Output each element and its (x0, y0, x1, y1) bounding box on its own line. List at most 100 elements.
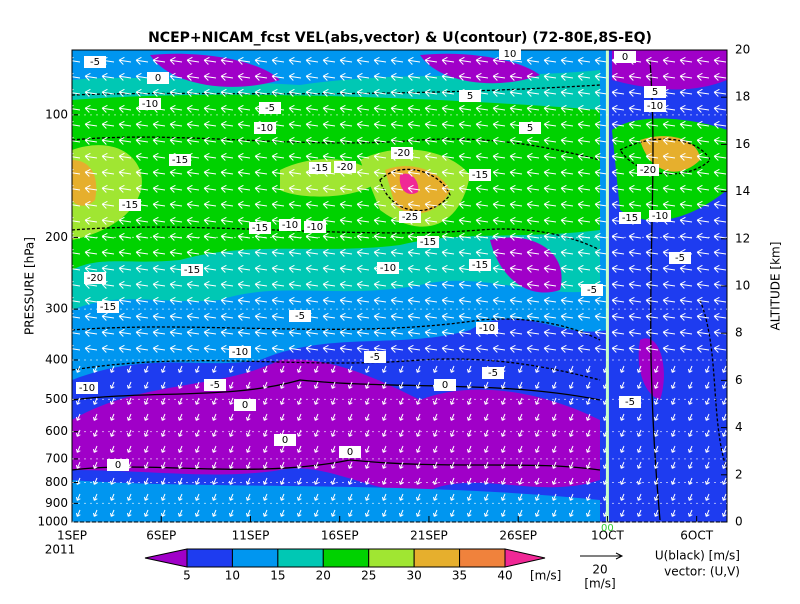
contour-label-bg (84, 272, 106, 284)
contour-label: 0 (155, 73, 161, 84)
vector (228, 493, 234, 501)
vector (483, 493, 489, 501)
vector (475, 72, 489, 81)
vector (254, 136, 268, 145)
vector (407, 312, 421, 321)
vector (432, 365, 438, 373)
vector (237, 200, 251, 209)
vector (373, 136, 387, 145)
vector (560, 344, 574, 353)
vector (288, 344, 302, 353)
vector (220, 328, 234, 337)
vector (203, 72, 217, 81)
contour-label-bg (139, 98, 161, 110)
vector (169, 312, 183, 321)
vector (577, 56, 591, 65)
vector (364, 397, 370, 405)
vector (322, 264, 336, 273)
vector (143, 365, 149, 373)
vector (194, 413, 200, 421)
vector (628, 248, 642, 257)
contour-label-bg (289, 310, 311, 322)
vector (594, 136, 608, 145)
vector (543, 104, 557, 113)
vector (101, 72, 115, 81)
vector (594, 88, 608, 97)
vector (203, 136, 217, 145)
vector (126, 413, 132, 421)
vector (500, 381, 506, 389)
contour-label-bg (377, 262, 399, 274)
vector (424, 216, 438, 225)
vector (72, 88, 81, 97)
vector (186, 120, 200, 129)
vector (696, 344, 710, 353)
vector (543, 200, 557, 209)
vector (84, 184, 98, 193)
vector (415, 381, 421, 389)
vector (339, 344, 353, 353)
colorbar-swatch (368, 548, 415, 568)
vector (424, 152, 438, 161)
vector (356, 104, 370, 113)
vector (509, 216, 523, 225)
vector (704, 381, 710, 389)
vector (237, 248, 251, 257)
vector (339, 104, 353, 113)
vector (526, 280, 540, 289)
vector (75, 493, 81, 501)
vector (364, 445, 370, 453)
vector (551, 493, 557, 501)
vector (551, 397, 557, 405)
vector (339, 280, 353, 289)
vector (713, 104, 727, 113)
vector (611, 248, 625, 257)
vector (169, 184, 183, 193)
vector (186, 136, 200, 145)
colorbar-swatch (459, 548, 506, 568)
vector (526, 328, 540, 337)
vector (118, 88, 132, 97)
vector (84, 168, 98, 177)
contour-label-bg (169, 154, 191, 166)
y-tick-label: 900 (45, 496, 68, 510)
vector (237, 232, 251, 241)
vector (475, 136, 489, 145)
vector (72, 184, 81, 193)
field (72, 50, 727, 522)
vector (653, 461, 659, 469)
contour-label-bg (469, 169, 491, 181)
vector (713, 344, 727, 353)
vector (679, 264, 693, 273)
contour-label-bg (619, 396, 641, 408)
vector (271, 56, 285, 65)
vector (500, 429, 506, 437)
vector (670, 445, 676, 453)
vector (679, 120, 693, 129)
vector (500, 461, 506, 469)
vector (517, 461, 523, 469)
vector (526, 312, 540, 321)
contour-label-bg (254, 122, 276, 134)
vector (339, 72, 353, 81)
vector (84, 200, 98, 209)
vector (577, 72, 591, 81)
vector (721, 477, 727, 485)
vector (92, 509, 98, 517)
vector (543, 88, 557, 97)
vector (262, 477, 268, 485)
colorbar-swatch (186, 548, 233, 568)
vector (109, 365, 115, 373)
contour-label: -10 (380, 263, 396, 274)
vector (322, 120, 336, 129)
vector (160, 365, 166, 373)
vector (220, 152, 234, 161)
vector (594, 200, 608, 209)
contour-label: -10 (647, 101, 663, 112)
vector (415, 397, 421, 405)
vector (118, 248, 132, 257)
contour-label-bg (434, 379, 456, 391)
vector (509, 328, 523, 337)
vector (305, 72, 319, 81)
vector (713, 152, 727, 161)
